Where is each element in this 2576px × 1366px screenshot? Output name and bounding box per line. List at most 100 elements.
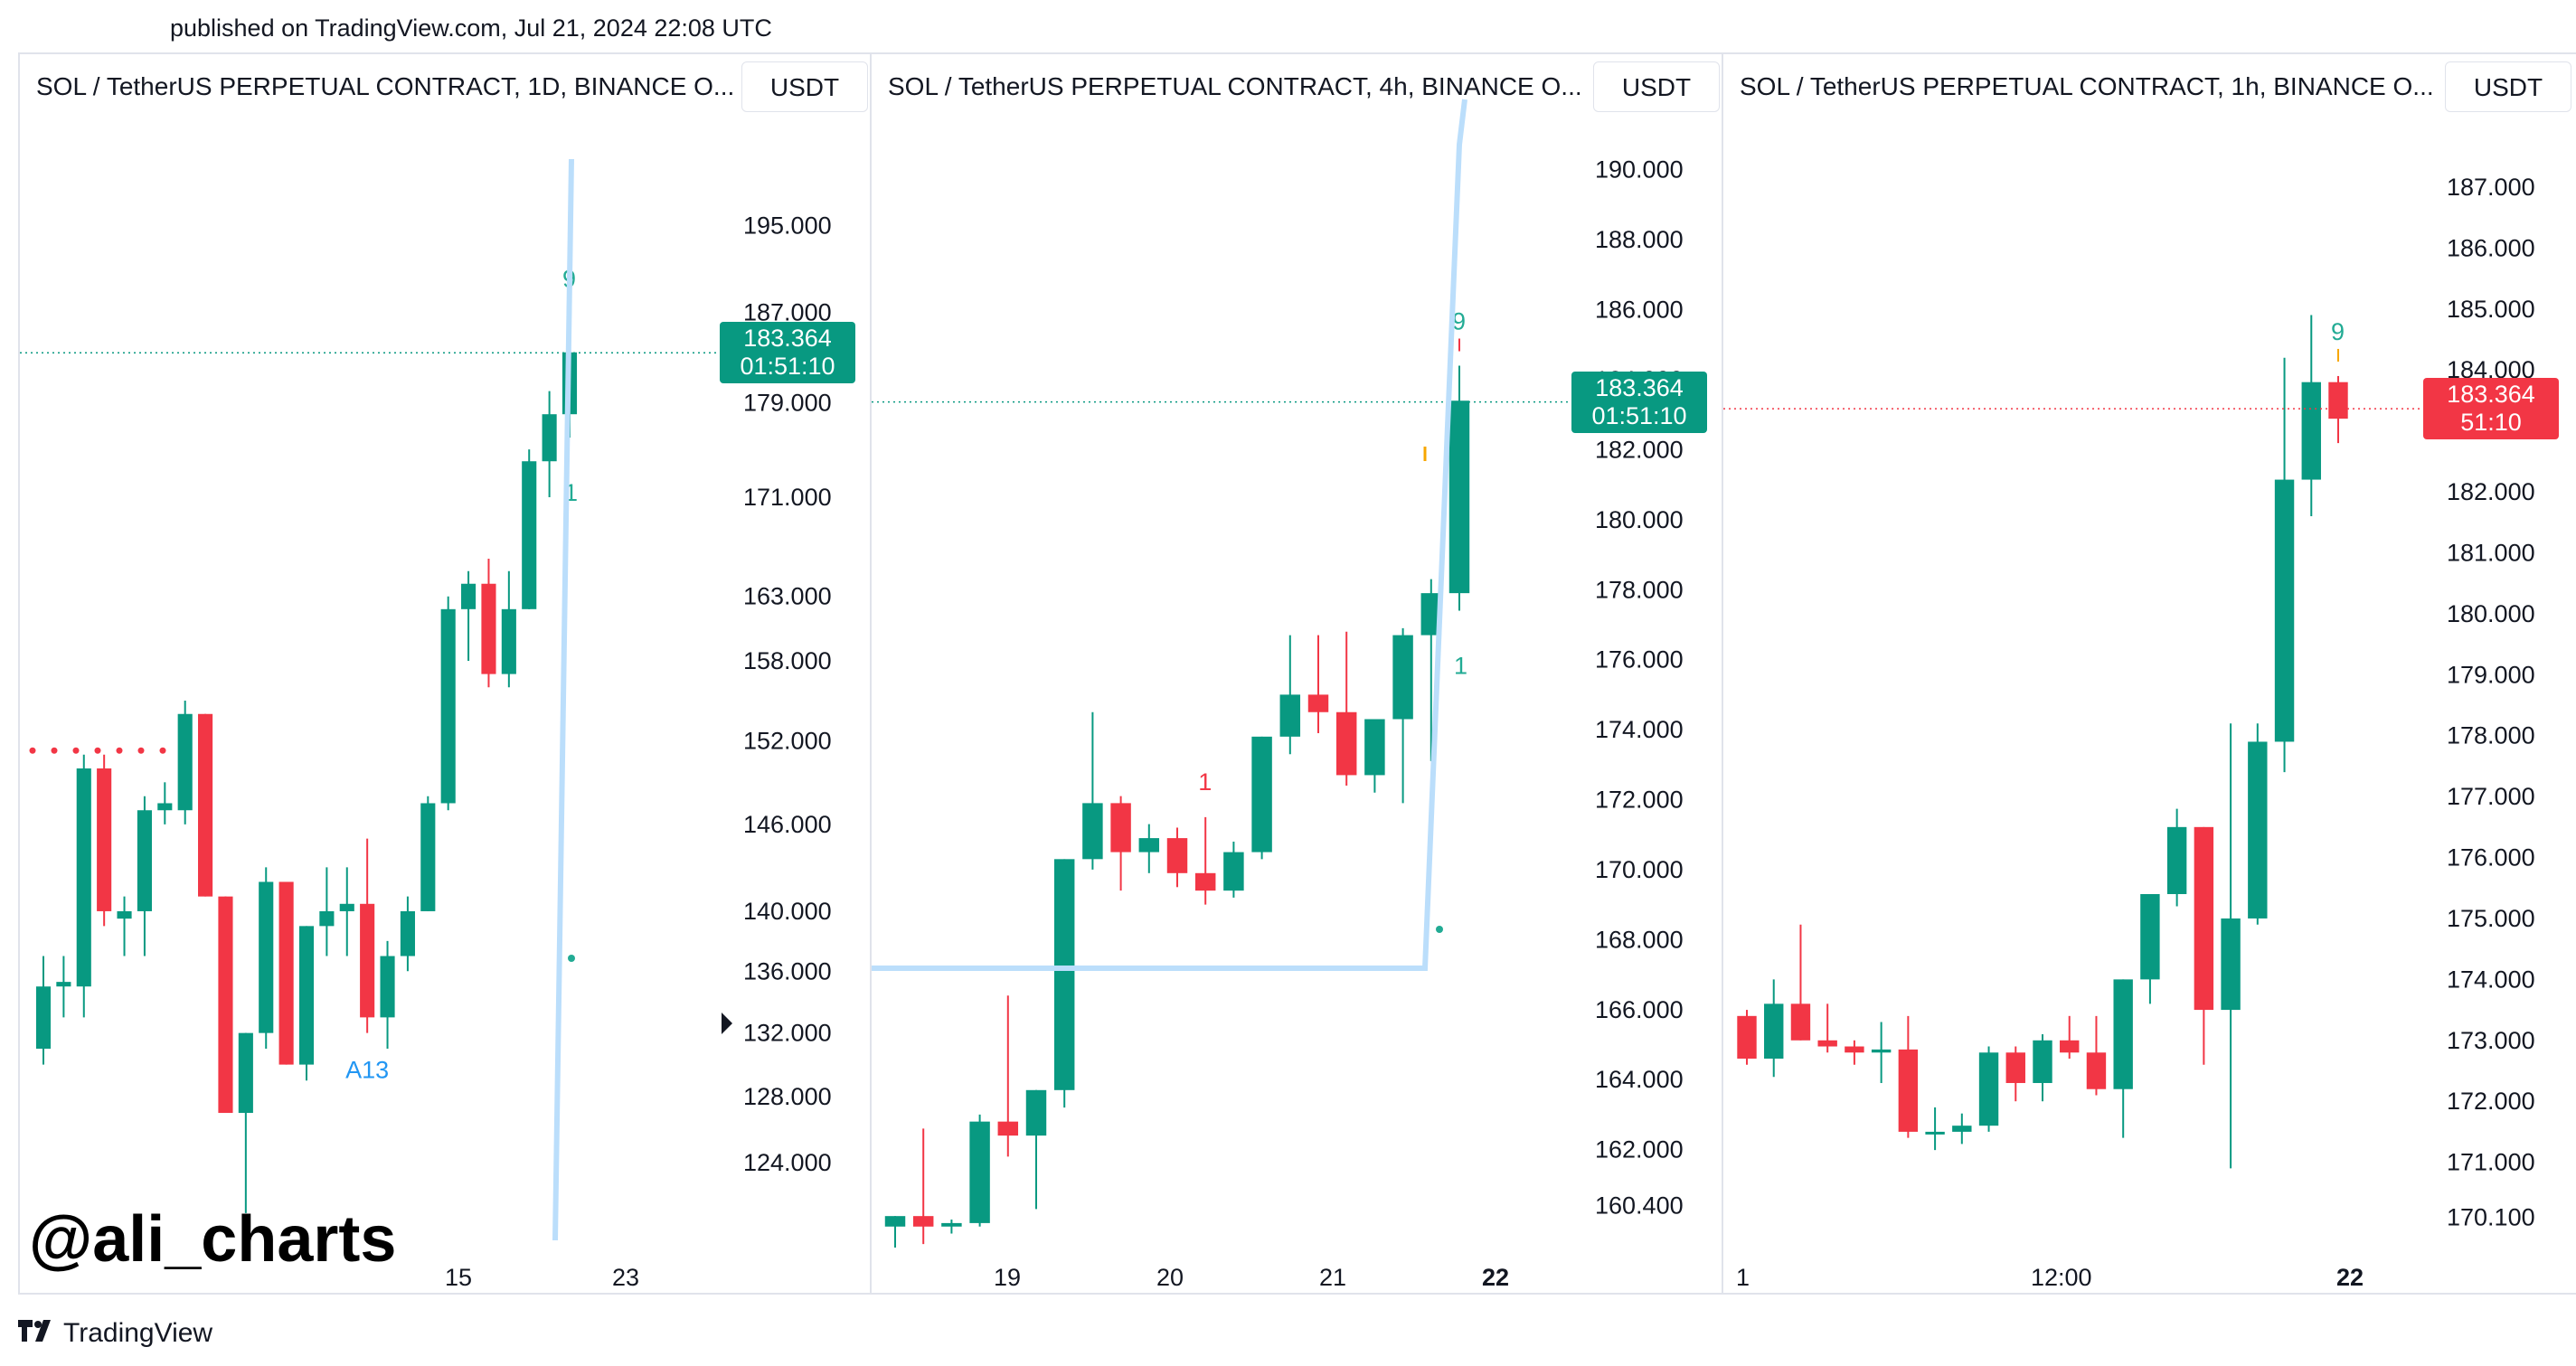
y-tick-label: 163.000 xyxy=(743,583,832,610)
candle-body xyxy=(1025,1089,1047,1136)
last-price: 183.364 xyxy=(2447,381,2535,409)
candle-body xyxy=(298,926,315,1065)
resistance-dot xyxy=(116,747,123,754)
candle-body xyxy=(238,1032,253,1114)
candle-body xyxy=(1764,1003,1784,1060)
candle-body xyxy=(1448,400,1470,594)
chart-4h[interactable]: 190.000188.000186.000184.000182.000180.0… xyxy=(872,54,1729,1295)
candle-body xyxy=(1845,1046,1864,1053)
candle-body xyxy=(1364,719,1385,776)
trend-line xyxy=(872,99,1467,971)
candle-body xyxy=(1817,1040,1837,1047)
y-tick-label: 175.000 xyxy=(2447,905,2535,932)
x-tick-label: 1 xyxy=(1736,1264,1750,1291)
td-sequential-label: 9 xyxy=(2331,318,2345,345)
chart-title[interactable]: SOL / TetherUS PERPETUAL CONTRACT, 4h, B… xyxy=(888,72,1582,100)
candle-body xyxy=(2248,741,2268,919)
resistance-dot xyxy=(159,747,166,754)
candle-body xyxy=(2005,1052,2025,1083)
y-tick-label: 171.000 xyxy=(2447,1149,2535,1176)
candle-body xyxy=(1898,1049,1919,1132)
indicator-label: A13 xyxy=(345,1057,389,1084)
chart-title[interactable]: SOL / TetherUS PERPETUAL CONTRACT, 1h, B… xyxy=(1740,72,2434,100)
y-tick-label: 177.000 xyxy=(2447,783,2535,810)
y-tick-label: 182.000 xyxy=(1595,436,1684,463)
candle-body xyxy=(1166,838,1188,873)
candle-body xyxy=(501,608,516,674)
y-tick-label: 176.000 xyxy=(2447,844,2535,871)
y-tick-label: 195.000 xyxy=(743,212,832,239)
candle-body xyxy=(522,461,537,609)
y-tick-label: 186.000 xyxy=(1595,297,1684,324)
resistance-dot xyxy=(137,747,145,754)
y-tick-label: 187.000 xyxy=(2447,174,2535,201)
candle-body xyxy=(2113,979,2133,1089)
candle-body xyxy=(420,803,436,911)
y-tick-label: 174.000 xyxy=(2447,966,2535,993)
resistance-dot xyxy=(29,747,36,754)
candle-body xyxy=(1082,803,1103,860)
x-tick-label: 19 xyxy=(994,1264,1021,1291)
candle-body xyxy=(997,1121,1019,1136)
candle-body xyxy=(198,713,213,897)
td-sequential-label: 9 xyxy=(1452,308,1466,335)
candle-body xyxy=(1392,635,1413,720)
y-tick-label: 132.000 xyxy=(743,1020,832,1047)
currency-unit-button[interactable]: USDT xyxy=(741,61,868,112)
candle-body xyxy=(1978,1052,1999,1126)
candle-body xyxy=(380,956,395,1018)
candle-body xyxy=(481,583,496,674)
candle-body xyxy=(97,768,112,911)
candle-body xyxy=(2328,382,2348,419)
chart-1h[interactable]: 187.000186.000185.000184.000183.000182.0… xyxy=(1723,54,2576,1295)
y-tick-label: 179.000 xyxy=(743,389,832,416)
chart-panel-4h[interactable]: 190.000188.000186.000184.000182.000180.0… xyxy=(870,52,1729,1295)
y-tick-label: 158.000 xyxy=(743,647,832,674)
candle-body xyxy=(218,896,233,1114)
y-tick-label: 170.100 xyxy=(2447,1203,2535,1230)
candle-body xyxy=(339,903,354,911)
bar-countdown: 01:51:10 xyxy=(1591,401,1687,429)
y-tick-label: 190.000 xyxy=(1595,156,1684,184)
y-tick-label: 185.000 xyxy=(2447,296,2535,323)
candle-body xyxy=(2194,826,2214,1011)
y-tick-label: 176.000 xyxy=(1595,646,1684,674)
chart-1d[interactable]: 195.000 187.000 179.000 171.000 163.000 158.0… xyxy=(20,54,877,1295)
chart-panel-1d[interactable]: 195.000 187.000 179.000 171.000 163.000 158.0… xyxy=(18,52,877,1295)
currency-unit-button[interactable]: USDT xyxy=(2445,61,2571,112)
y-tick-label: 187.000 xyxy=(743,298,832,325)
candle-body xyxy=(2060,1040,2080,1053)
published-note: published on TradingView.com, Jul 21, 20… xyxy=(170,14,772,42)
candle-body xyxy=(2221,918,2241,1011)
tradingview-logo[interactable]: TradingView xyxy=(18,1318,212,1349)
candle-body xyxy=(1420,593,1442,636)
candle-body xyxy=(1251,736,1272,853)
candle-body xyxy=(35,986,52,1050)
last-price: 183.364 xyxy=(1595,373,1684,401)
y-tick-label: 181.000 xyxy=(2447,539,2535,566)
candle-body xyxy=(157,803,173,811)
chart-title[interactable]: SOL / TetherUS PERPETUAL CONTRACT, 1D, B… xyxy=(36,72,735,100)
y-tick-label: 188.000 xyxy=(1595,226,1684,253)
y-tick-label: 160.400 xyxy=(1595,1192,1684,1220)
chart-panel-1h[interactable]: 187.000186.000185.000184.000183.000182.0… xyxy=(1722,52,2576,1295)
y-tick-label: 168.000 xyxy=(1595,926,1684,953)
candle-body xyxy=(76,768,91,987)
bar-countdown: 01:51:10 xyxy=(740,353,835,381)
candle-body xyxy=(941,1222,962,1227)
signal-dot xyxy=(568,955,575,962)
currency-unit-button[interactable]: USDT xyxy=(1593,61,1720,112)
y-tick-label: 186.000 xyxy=(2447,234,2535,261)
y-tick-label: 128.000 xyxy=(743,1083,832,1110)
candle-body xyxy=(1335,711,1357,776)
scroll-arrow-icon xyxy=(722,1013,732,1034)
y-tick-label: 178.000 xyxy=(2447,722,2535,749)
resistance-dot xyxy=(94,747,101,754)
x-tick-label: 22 xyxy=(1482,1264,1509,1291)
y-tick-label: 173.000 xyxy=(2447,1027,2535,1054)
author-watermark: @ali_charts xyxy=(29,1203,397,1276)
y-tick-label: 180.000 xyxy=(1595,506,1684,533)
resistance-dot xyxy=(51,747,58,754)
y-tick-label: 140.000 xyxy=(743,898,832,925)
candle-body xyxy=(1737,1015,1757,1060)
